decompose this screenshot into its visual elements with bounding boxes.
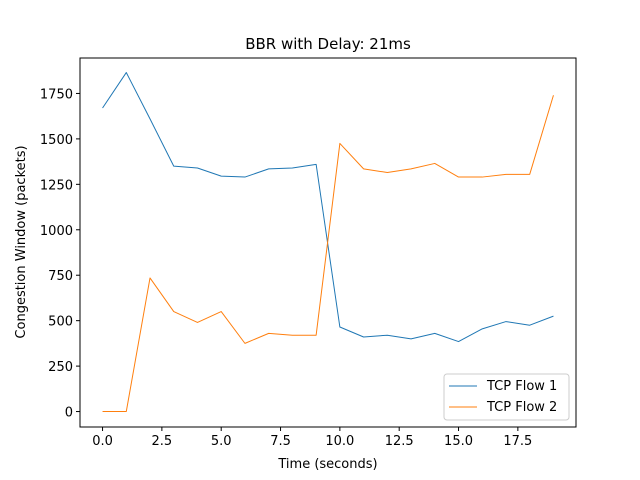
y-tick-label: 1500 bbox=[40, 133, 73, 148]
y-tick-label: 0 bbox=[65, 406, 73, 421]
legend: TCP Flow 1 TCP Flow 2 bbox=[443, 373, 570, 421]
x-tick-label: 5.0 bbox=[211, 434, 232, 449]
y-ticks: 0 250 500 750 1000 1250 1500 1750 bbox=[40, 87, 80, 421]
x-tick-label: 17.5 bbox=[503, 434, 532, 449]
series-line-tcp-flow-2 bbox=[102, 95, 554, 413]
plot-frame bbox=[79, 57, 577, 428]
x-tick-label: 2.5 bbox=[152, 434, 173, 449]
x-ticks: 0.0 2.5 5.0 7.5 10.0 12.5 15.0 17.5 bbox=[92, 427, 532, 449]
y-tick-label: 1250 bbox=[40, 178, 73, 193]
legend-label-tcp-flow-2: TCP Flow 2 bbox=[486, 400, 557, 415]
y-tick-label: 1750 bbox=[40, 87, 73, 102]
y-tick-label: 250 bbox=[48, 360, 73, 375]
series-line-tcp-flow-1 bbox=[102, 72, 554, 343]
y-axis-label: Congestion Window (packets) bbox=[14, 145, 29, 338]
x-tick-label: 10.0 bbox=[325, 434, 354, 449]
x-tick-label: 7.5 bbox=[270, 434, 291, 449]
y-tick-label: 750 bbox=[48, 269, 73, 284]
x-axis-label: Time (seconds) bbox=[277, 457, 377, 472]
x-tick-label: 15.0 bbox=[444, 434, 473, 449]
y-tick-label: 500 bbox=[48, 315, 73, 330]
legend-label-tcp-flow-1: TCP Flow 1 bbox=[486, 379, 557, 394]
series-layer bbox=[102, 72, 554, 413]
x-tick-label: 12.5 bbox=[385, 434, 414, 449]
x-tick-label: 0.0 bbox=[92, 434, 113, 449]
y-tick-label: 1000 bbox=[40, 224, 73, 239]
chart-title: BBR with Delay: 21ms bbox=[245, 35, 411, 53]
axes-group: 0.0 2.5 5.0 7.5 10.0 12.5 15.0 17.5 0 250 500 750 1… bbox=[40, 57, 577, 449]
